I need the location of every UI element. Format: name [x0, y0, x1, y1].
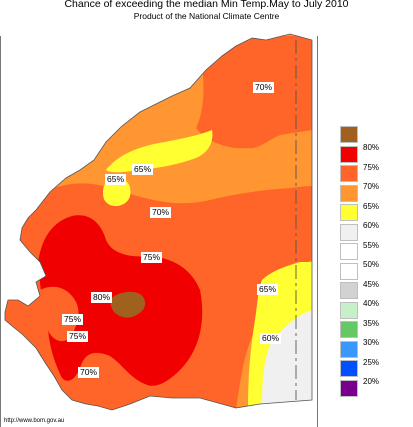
legend-item: 65% — [340, 184, 410, 211]
map-label: 65% — [257, 284, 279, 295]
legend-swatch — [340, 165, 358, 182]
zone-55-east — [262, 310, 312, 404]
legend-label: 80% — [363, 143, 380, 152]
legend-label: 20% — [363, 377, 380, 386]
legend-label: 65% — [363, 201, 380, 211]
legend-item: 20% — [340, 360, 410, 386]
legend-item: 75% — [340, 145, 410, 172]
legend-item: 80% — [340, 126, 410, 152]
legend-item — [340, 379, 410, 400]
coastline — [4, 33, 313, 411]
legend-swatch — [340, 184, 358, 202]
legend-label: 25% — [363, 357, 380, 367]
zone-65-north — [106, 130, 213, 173]
legend-item: 55% — [340, 223, 410, 250]
map-label: 70% — [78, 367, 100, 378]
legend-swatch — [340, 340, 358, 358]
legend-swatch — [340, 301, 358, 319]
map-label: 75% — [62, 314, 84, 325]
legend-label: 35% — [363, 318, 380, 328]
source-url: http://www.bom.gov.au — [4, 418, 65, 424]
legend-label: 70% — [363, 182, 380, 191]
legend-item: 70% — [340, 165, 410, 191]
legend-item: 35% — [340, 301, 410, 328]
map-label: 65% — [132, 164, 154, 175]
legend-label: 55% — [363, 240, 380, 250]
map-label: 70% — [253, 82, 275, 93]
legend-swatch — [340, 321, 358, 338]
legend-item: 45% — [340, 262, 410, 289]
legend-swatch — [340, 360, 358, 377]
map-label: 75% — [141, 252, 163, 263]
map-title: Chance of exceeding the median Min Temp.… — [64, 0, 349, 10]
legend-item: 60% — [340, 204, 410, 230]
legend-item: 25% — [340, 340, 410, 367]
zone-80 — [110, 291, 146, 318]
map-label: 70% — [150, 207, 172, 218]
map-label: 65% — [105, 174, 127, 185]
legend-swatch — [340, 282, 358, 299]
legend-swatch — [340, 223, 358, 241]
map-label: 80% — [91, 292, 113, 303]
legend-item: 30% — [340, 321, 410, 347]
legend-item: 50% — [340, 243, 410, 269]
legend-swatch — [340, 262, 358, 280]
legend-label: 45% — [363, 279, 380, 289]
legend-label: 50% — [363, 260, 380, 269]
legend-swatch — [340, 204, 358, 221]
map-label: 75% — [67, 331, 89, 342]
legend-label: 40% — [363, 299, 380, 308]
legend-swatch — [340, 145, 358, 163]
legend-swatch — [340, 243, 358, 260]
legend-label: 30% — [363, 338, 380, 347]
legend-swatch — [340, 379, 358, 397]
map-subtitle: Product of the National Climate Centre — [133, 11, 280, 21]
legend-label: 60% — [363, 221, 380, 230]
legend-swatch — [340, 126, 358, 143]
map-label: 60% — [260, 333, 282, 344]
legend-item: 40% — [340, 282, 410, 308]
zone-70-pocket — [40, 286, 79, 342]
legend-label: 75% — [363, 162, 380, 172]
